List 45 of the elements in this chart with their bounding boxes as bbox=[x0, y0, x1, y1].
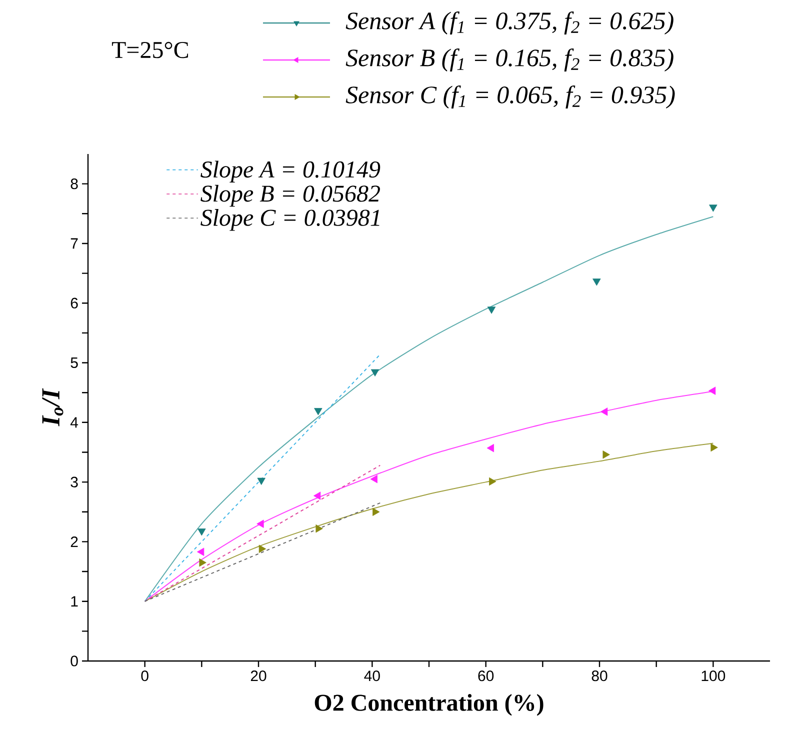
legend-label: Slope B = 0.05682 bbox=[200, 184, 380, 207]
point bbox=[313, 492, 321, 500]
point bbox=[592, 278, 601, 286]
legend-label: Sensor C (f$_{1}$ = 0.065, f$_{2}$ = 0.935) bbox=[346, 86, 675, 108]
y-tick-label: 5 bbox=[70, 358, 78, 368]
y-tick-label: 1 bbox=[71, 596, 78, 607]
y-tick-label: 7 bbox=[70, 238, 78, 249]
point bbox=[600, 408, 608, 416]
y-tick-label: 4 bbox=[70, 417, 78, 428]
point bbox=[489, 477, 496, 486]
point bbox=[487, 306, 496, 314]
point bbox=[199, 558, 206, 567]
legend-label: Slope A = 0.10149 bbox=[200, 160, 380, 183]
y-tick-label: 2 bbox=[70, 536, 78, 547]
y-axis-title: I$_{o}$/I bbox=[42, 388, 64, 426]
y-tick-label: 0 bbox=[70, 656, 78, 666]
point bbox=[370, 474, 378, 484]
point bbox=[708, 386, 716, 395]
x-tick-label: 20 bbox=[250, 670, 266, 682]
point bbox=[314, 408, 322, 416]
point bbox=[602, 450, 610, 459]
x-tick-label: 60 bbox=[478, 670, 494, 682]
y-tick-label: 6 bbox=[70, 298, 78, 308]
x-tick-label: 100 bbox=[702, 670, 726, 682]
point bbox=[258, 544, 266, 553]
point bbox=[370, 369, 380, 376]
y-tick-label: 3 bbox=[70, 476, 78, 488]
legend-label: Sensor A (f$_{1}$ = 0.375, f$_{2}$ = 0.625) bbox=[346, 12, 674, 34]
point bbox=[709, 204, 718, 212]
x-tick-label: 40 bbox=[364, 670, 380, 682]
chart-title: T=25°C bbox=[112, 42, 188, 58]
point bbox=[486, 444, 494, 452]
point bbox=[372, 508, 380, 516]
x-tick-label: 80 bbox=[592, 670, 608, 682]
legend-label: Sensor B (f$_{1}$ = 0.165, f$_{2}$ = 0.835) bbox=[346, 48, 674, 72]
point bbox=[196, 548, 204, 556]
point bbox=[710, 443, 718, 452]
point bbox=[256, 520, 264, 528]
x-axis-title: O2 Concentration (%) bbox=[314, 694, 544, 716]
point bbox=[198, 528, 206, 536]
legend-label: Slope C = 0.03981 bbox=[200, 209, 380, 231]
y-tick-label: 8 bbox=[70, 178, 78, 190]
point bbox=[316, 524, 323, 533]
point bbox=[257, 478, 266, 485]
x-tick-label: 0 bbox=[141, 670, 148, 682]
